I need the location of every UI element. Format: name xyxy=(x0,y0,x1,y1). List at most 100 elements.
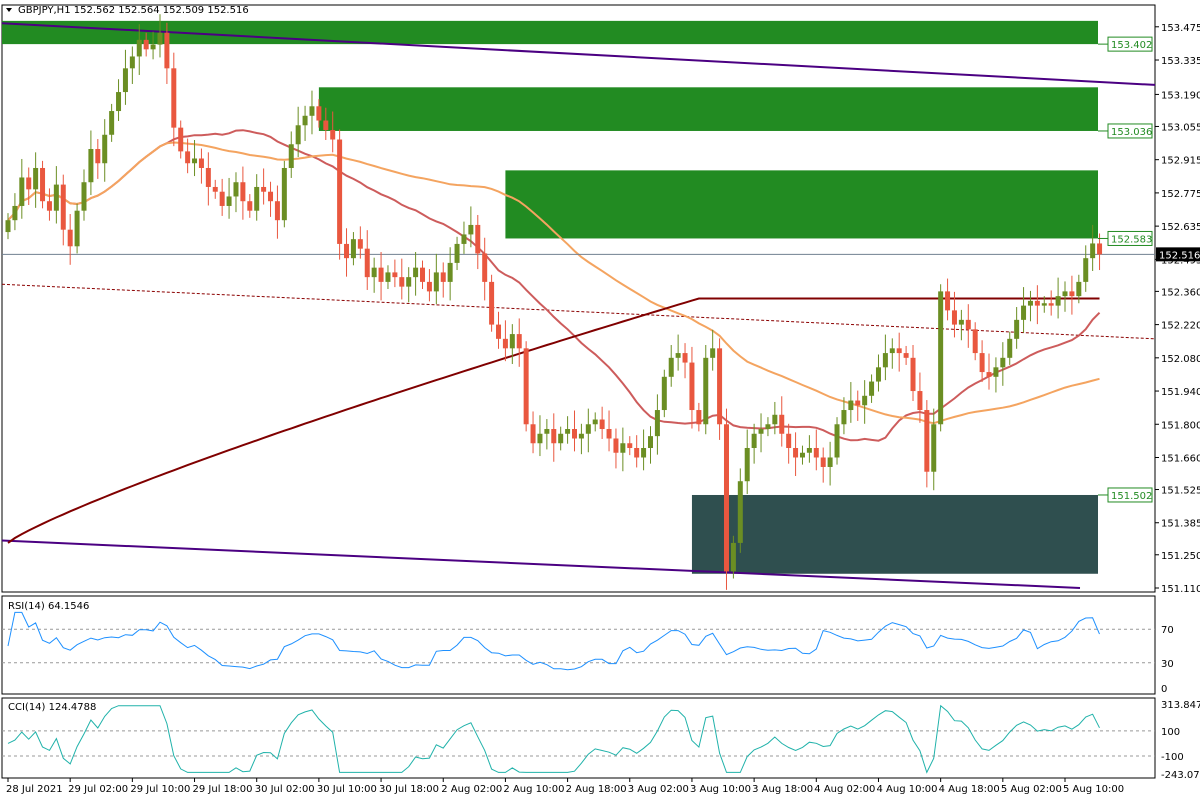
x-tick-label: 2 Aug 10:00 xyxy=(503,784,564,795)
candle-body xyxy=(1041,303,1047,306)
candle-body xyxy=(274,201,280,221)
candle-body xyxy=(544,429,550,434)
y-tick-label: 152.915 xyxy=(1161,156,1200,167)
candle xyxy=(1007,331,1013,365)
candle-body xyxy=(164,32,170,69)
candle-body xyxy=(613,438,619,453)
candle xyxy=(993,357,999,393)
candle xyxy=(1076,274,1082,304)
candle xyxy=(799,445,805,465)
candle xyxy=(447,247,453,301)
candle-body xyxy=(578,433,584,439)
candle-body xyxy=(233,182,239,197)
candle xyxy=(309,90,315,135)
candle xyxy=(924,400,930,488)
candle xyxy=(882,334,888,381)
candle xyxy=(1021,287,1027,333)
candle-body xyxy=(979,353,985,373)
candle-body xyxy=(309,106,315,116)
candle-body xyxy=(1076,281,1082,297)
candle-body xyxy=(219,191,225,206)
candle-body xyxy=(60,184,66,230)
candle xyxy=(295,106,301,158)
candle-body xyxy=(337,139,343,244)
candle xyxy=(226,177,232,219)
candle-body xyxy=(689,362,695,411)
zone-supply-2 xyxy=(505,170,1098,239)
candle xyxy=(758,413,764,453)
candle xyxy=(440,262,446,298)
candle xyxy=(26,167,32,206)
candle xyxy=(337,129,343,260)
candle xyxy=(979,340,985,383)
level-label: 152.583 xyxy=(1111,234,1152,245)
candle xyxy=(192,139,198,177)
candle xyxy=(357,226,363,259)
candle-body xyxy=(426,281,432,292)
candle xyxy=(88,130,94,196)
candle-body xyxy=(281,167,287,221)
candle-body xyxy=(634,447,640,458)
candle-body xyxy=(433,272,439,292)
candle xyxy=(378,251,384,301)
x-tick-label: 4 Aug 18:00 xyxy=(939,784,1000,795)
candle-body xyxy=(813,447,819,458)
candle-body xyxy=(185,151,191,164)
candle xyxy=(592,412,598,432)
candle xyxy=(212,179,218,199)
candle xyxy=(1069,275,1075,315)
candle-body xyxy=(26,177,32,190)
y-tick-label: 152.775 xyxy=(1161,189,1200,200)
candle-body xyxy=(178,127,184,152)
candle xyxy=(834,417,840,465)
candle xyxy=(46,188,52,221)
candle xyxy=(641,429,647,471)
candle xyxy=(509,324,515,364)
candle xyxy=(578,423,584,455)
candle xyxy=(420,260,426,290)
candle xyxy=(468,206,474,248)
candle-body xyxy=(261,186,267,192)
candle xyxy=(917,372,923,423)
candle-body xyxy=(606,429,612,439)
x-tick-label: 5 Aug 10:00 xyxy=(1063,784,1124,795)
candle-body xyxy=(461,234,467,244)
rsi-level-label: 70 xyxy=(1161,625,1174,636)
x-tick-label: 3 Aug 10:00 xyxy=(690,784,751,795)
candle-body xyxy=(1014,319,1020,339)
candle-body xyxy=(882,353,888,368)
candle xyxy=(81,169,87,221)
candle-body xyxy=(958,319,964,325)
candle xyxy=(751,423,757,464)
candle xyxy=(558,426,564,451)
cci-panel xyxy=(1,697,1156,779)
candle xyxy=(67,214,73,265)
y-tick-label: 153.190 xyxy=(1161,90,1200,101)
y-tick-label: 153.475 xyxy=(1161,23,1200,34)
x-tick-label: 29 Jul 10:00 xyxy=(130,784,190,795)
rsi-panel xyxy=(1,595,1156,695)
candle xyxy=(903,345,909,365)
candle xyxy=(399,258,405,300)
candle-body xyxy=(758,429,764,434)
candle-body xyxy=(399,277,405,287)
candle xyxy=(185,138,191,174)
candle xyxy=(965,304,971,348)
candle-body xyxy=(136,39,142,57)
candle-body xyxy=(565,429,571,434)
cci-level-label: 100 xyxy=(1161,727,1180,738)
candle-body xyxy=(364,248,370,278)
candle xyxy=(765,417,771,437)
rsi-label: RSI(14) 64.1546 xyxy=(8,601,89,612)
candle xyxy=(371,257,377,293)
candle-body xyxy=(779,414,785,434)
candle xyxy=(281,160,287,228)
candle xyxy=(951,291,957,338)
candle-body xyxy=(806,447,812,453)
candle xyxy=(841,397,847,435)
menu-triangle-icon[interactable] xyxy=(6,8,12,12)
candle xyxy=(972,322,978,361)
candle-body xyxy=(924,410,930,472)
candle xyxy=(896,332,902,372)
